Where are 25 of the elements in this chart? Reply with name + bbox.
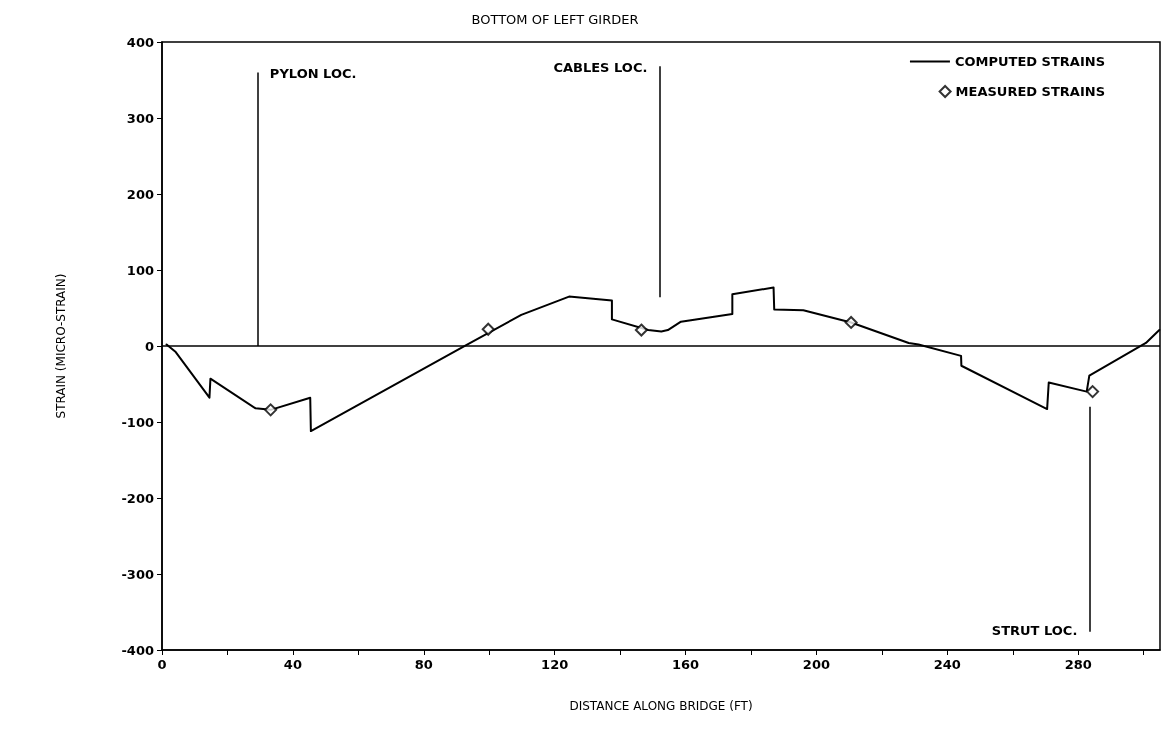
x-tick-label: 80 [414, 657, 433, 672]
y-tick-label: -300 [121, 566, 154, 582]
x-axis-title: DISTANCE ALONG BRIDGE (FT) [569, 699, 753, 713]
x-tick-label: 0 [157, 657, 167, 672]
y-tick-label: 200 [126, 186, 154, 202]
ref-line-label: STRUT LOC. [991, 622, 1078, 638]
x-tick-label: 160 [671, 657, 700, 672]
chart-title: BOTTOM OF LEFT GIRDER [471, 12, 639, 27]
ref-line-label: CABLES LOC. [553, 60, 648, 76]
y-tick-label: 300 [126, 110, 154, 126]
x-tick-label: 120 [541, 657, 569, 672]
y-tick-label: 0 [144, 338, 154, 354]
y-tick-label: -200 [121, 490, 154, 506]
y-axis-title: STRAIN (MICRO-STRAIN) [54, 273, 68, 419]
y-tick-label: 100 [126, 262, 154, 278]
y-tick-label: -100 [121, 414, 154, 430]
y-tick-label: -400 [121, 642, 154, 658]
x-tick-label: 280 [1064, 657, 1092, 672]
y-tick-label: 400 [126, 34, 154, 50]
ref-line-label: PYLON LOC. [269, 66, 357, 82]
legend-label: COMPUTED STRAINS [954, 54, 1105, 69]
legend-label: MEASURED STRAINS [955, 84, 1105, 99]
x-tick-label: 240 [933, 657, 961, 672]
x-tick-label: 40 [283, 657, 302, 672]
x-tick-label: 200 [802, 657, 830, 672]
